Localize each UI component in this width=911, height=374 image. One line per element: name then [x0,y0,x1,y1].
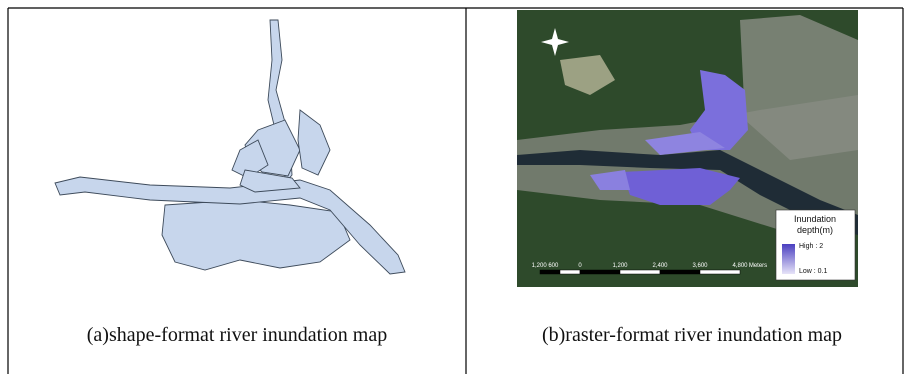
scale-label: 1,200 600 [532,263,559,269]
legend-high: High : 2 [799,243,823,250]
shape-map [55,20,405,274]
caption: (a)shape-format river inundation map [87,324,387,346]
caption: (b)raster-format river inundation map [542,324,842,346]
scale-label: 3,600 [692,263,708,269]
scale-label: Meters [749,263,767,269]
legend-title: depth(m) [797,225,833,235]
legend-title: Inundation [794,214,836,224]
legend-low: Low : 0.1 [799,268,828,275]
scale-label: 4,800 [732,263,748,269]
scale-label: 2,400 [652,263,668,269]
scale-label: 1,200 [612,263,628,269]
figure: Inundation depth(m) High : 2 Low : 0.1 1… [0,0,911,374]
